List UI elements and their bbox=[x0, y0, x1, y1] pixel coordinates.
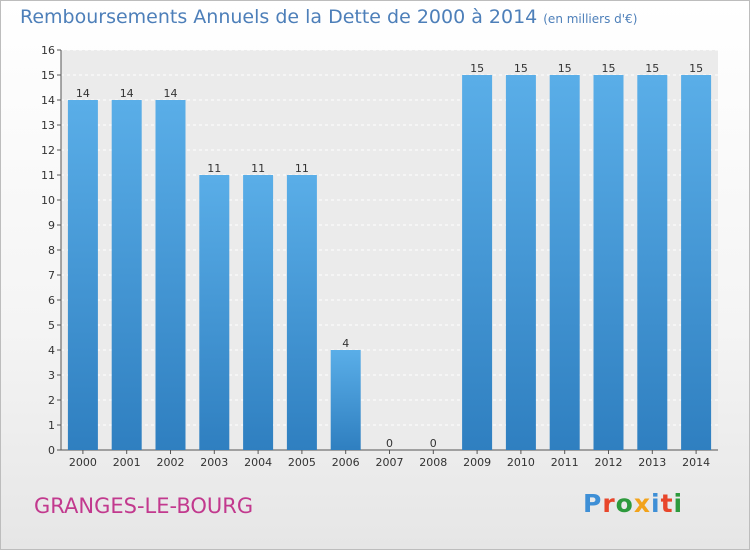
y-tick-label: 15 bbox=[41, 69, 55, 82]
y-tick-label: 12 bbox=[41, 144, 55, 157]
bar-2010 bbox=[505, 75, 536, 450]
y-tick-label: 10 bbox=[41, 194, 55, 207]
y-tick-label: 0 bbox=[48, 444, 55, 457]
x-tick-label-2000: 2000 bbox=[69, 456, 97, 469]
x-tick-label-2005: 2005 bbox=[288, 456, 316, 469]
value-label-2008: 0 bbox=[430, 437, 437, 450]
y-tick-label: 4 bbox=[48, 344, 55, 357]
bar-2001 bbox=[111, 100, 142, 450]
bar-2003 bbox=[199, 175, 230, 450]
y-tick-label: 7 bbox=[48, 269, 55, 282]
value-label-2010: 15 bbox=[514, 62, 528, 75]
y-tick-label: 2 bbox=[48, 394, 55, 407]
bar-2011 bbox=[549, 75, 580, 450]
y-tick-label: 14 bbox=[41, 94, 55, 107]
y-tick-label: 8 bbox=[48, 244, 55, 257]
chart-title-text: Remboursements Annuels de la Dette de 20… bbox=[20, 6, 538, 28]
y-tick-label: 6 bbox=[48, 294, 55, 307]
y-tick-label: 9 bbox=[48, 219, 55, 232]
x-tick-label-2012: 2012 bbox=[595, 456, 623, 469]
value-label-2001: 14 bbox=[120, 87, 134, 100]
y-tick-label: 5 bbox=[48, 319, 55, 332]
y-tick-label: 1 bbox=[48, 419, 55, 432]
x-tick-label-2001: 2001 bbox=[113, 456, 141, 469]
bar-2013 bbox=[637, 75, 668, 450]
bar-2006 bbox=[330, 350, 361, 450]
value-label-2009: 15 bbox=[470, 62, 484, 75]
y-tick-label: 13 bbox=[41, 119, 55, 132]
value-label-2013: 15 bbox=[645, 62, 659, 75]
x-tick-label-2014: 2014 bbox=[682, 456, 710, 469]
y-tick-label: 11 bbox=[41, 169, 55, 182]
bar-2002 bbox=[155, 100, 186, 450]
y-tick-label: 3 bbox=[48, 369, 55, 382]
value-label-2012: 15 bbox=[602, 62, 616, 75]
proxiti-logo: Proxiti bbox=[583, 489, 684, 518]
x-tick-label-2004: 2004 bbox=[244, 456, 272, 469]
x-tick-label-2013: 2013 bbox=[638, 456, 666, 469]
bar-2004 bbox=[243, 175, 274, 450]
x-tick-label-2003: 2003 bbox=[200, 456, 228, 469]
value-label-2014: 15 bbox=[689, 62, 703, 75]
bar-2012 bbox=[593, 75, 624, 450]
x-tick-label-2006: 2006 bbox=[332, 456, 360, 469]
value-label-2007: 0 bbox=[386, 437, 393, 450]
value-label-2004: 11 bbox=[251, 162, 265, 175]
value-label-2000: 14 bbox=[76, 87, 90, 100]
x-tick-label-2010: 2010 bbox=[507, 456, 535, 469]
bar-2005 bbox=[286, 175, 317, 450]
bar-2000 bbox=[67, 100, 98, 450]
x-tick-label-2009: 2009 bbox=[463, 456, 491, 469]
value-label-2011: 15 bbox=[558, 62, 572, 75]
chart-title: Remboursements Annuels de la Dette de 20… bbox=[20, 6, 637, 28]
x-tick-label-2011: 2011 bbox=[551, 456, 579, 469]
x-tick-label-2002: 2002 bbox=[157, 456, 185, 469]
bar-2009 bbox=[462, 75, 493, 450]
x-tick-label-2007: 2007 bbox=[376, 456, 404, 469]
value-label-2005: 11 bbox=[295, 162, 309, 175]
x-tick-label-2008: 2008 bbox=[419, 456, 447, 469]
value-label-2003: 11 bbox=[207, 162, 221, 175]
bar-2014 bbox=[681, 75, 712, 450]
town-name: GRANGES-LE-BOURG bbox=[34, 494, 254, 518]
value-label-2006: 4 bbox=[342, 337, 349, 350]
y-tick-label: 16 bbox=[41, 44, 55, 57]
chart-unit: (en milliers d'€) bbox=[543, 12, 638, 26]
value-label-2002: 14 bbox=[164, 87, 178, 100]
